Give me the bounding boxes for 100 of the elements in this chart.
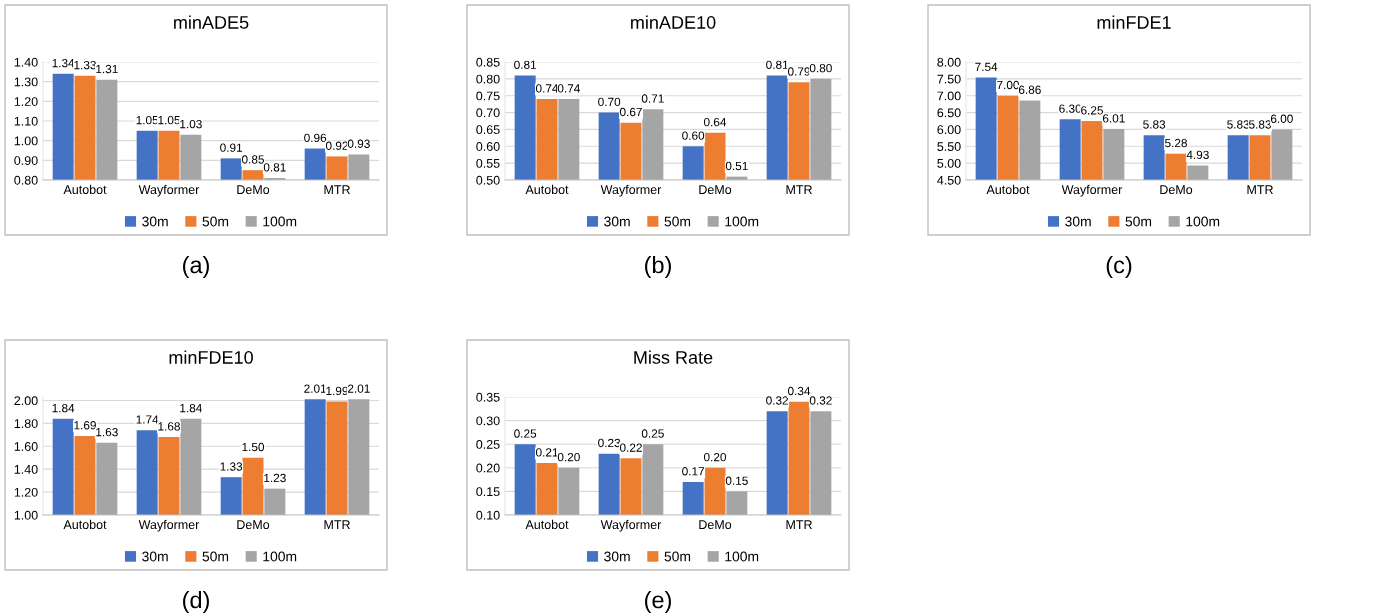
y-tick-label: 0.30 (476, 416, 500, 426)
data-label: 0.34 (787, 386, 811, 396)
x-tick-label: Wayformer (1061, 184, 1123, 197)
text: (a) (183, 256, 209, 278)
legend-label: 30m (604, 551, 630, 562)
y-tick-label: 7.00 (937, 91, 961, 101)
data-label: 0.81 (263, 163, 286, 172)
y-tick-label: 0.60 (476, 142, 500, 151)
data-label: 1.63 (96, 427, 118, 437)
legend-label: 30m (1065, 216, 1091, 227)
data-label: 0.17 (682, 467, 705, 476)
x-tick-label: Wayformer (600, 519, 662, 532)
x-tick-label: DeMo (699, 520, 732, 530)
y-tick-label: 0.65 (476, 125, 500, 135)
y-tick-label: 2.00 (14, 396, 38, 406)
x-tick-label: Autobot (525, 519, 569, 530)
chart-title: minFDE1 (1097, 15, 1171, 29)
data-label: 5.83 (1143, 120, 1166, 129)
x-tick-label: MTR (1247, 185, 1273, 194)
legend-label: 50m (664, 216, 691, 227)
x-tick-label: MTR (786, 520, 812, 529)
data-label: 1.03 (180, 119, 202, 129)
y-tick-label: 1.00 (14, 136, 38, 146)
y-tick-label: 1.10 (14, 116, 38, 126)
data-label: 1.84 (52, 403, 75, 413)
data-label: 0.96 (304, 133, 327, 143)
x-tick-label: MTR (324, 185, 350, 194)
data-label: 6.30 (1059, 104, 1082, 113)
data-label: 0.67 (619, 107, 642, 117)
y-tick-label: 0.55 (476, 158, 500, 168)
data-label: 1.33 (74, 60, 96, 70)
data-label: 0.20 (557, 452, 580, 462)
y-tick-label: 8.00 (937, 57, 961, 67)
y-tick-label: 1.60 (14, 442, 38, 451)
data-label: 0.70 (598, 97, 621, 107)
data-label: 1.74 (136, 415, 159, 424)
data-label: 0.32 (809, 396, 832, 405)
legend-label: 100m (1186, 216, 1220, 227)
text: (c) (1106, 256, 1132, 278)
x-tick-label: Autobot (525, 184, 569, 195)
y-tick-label: 4.50 (937, 175, 961, 185)
data-label: 1.84 (180, 403, 202, 413)
x-tick-label: Autobot (63, 519, 107, 530)
legend-label: 100m (263, 551, 297, 562)
x-tick-label: Wayformer (138, 519, 200, 532)
data-label: 2.01 (347, 384, 370, 393)
legend-label: 50m (1125, 216, 1152, 227)
data-label: 2.01 (304, 384, 327, 393)
chart-title: minADE10 (631, 15, 716, 29)
y-tick-label: 0.85 (476, 57, 500, 67)
legend-label: 50m (202, 551, 229, 562)
legend-label: 100m (725, 551, 759, 562)
x-tick-label: Wayformer (600, 184, 662, 197)
data-label: 0.91 (220, 143, 243, 152)
data-label: 7.54 (975, 62, 998, 72)
y-tick-label: 0.80 (476, 74, 500, 84)
data-label: 5.83 (1248, 120, 1271, 129)
data-label: 0.32 (766, 396, 789, 405)
data-label: 0.25 (641, 429, 664, 438)
data-label: 1.23 (264, 473, 286, 483)
data-label: 5.83 (1227, 120, 1250, 129)
data-label: 6.25 (1081, 106, 1103, 115)
data-label: 6.01 (1102, 114, 1125, 123)
data-label: 5.28 (1164, 138, 1187, 148)
data-label: 1.50 (242, 442, 265, 452)
chart-title: Miss Rate (634, 350, 713, 364)
data-label: 6.00 (1270, 114, 1293, 123)
y-tick-label: 0.15 (476, 487, 500, 497)
legend-label: 30m (142, 551, 168, 562)
data-label: 0.15 (725, 476, 748, 485)
data-label: 0.80 (809, 64, 832, 73)
y-tick-label: 1.20 (14, 97, 38, 106)
data-label: 1.33 (220, 462, 243, 471)
data-label: 1.34 (52, 58, 75, 68)
y-tick-label: 0.20 (476, 463, 500, 473)
data-label: 0.93 (347, 139, 370, 148)
x-tick-label: DeMo (237, 520, 270, 530)
y-tick-label: 0.70 (476, 108, 500, 118)
x-tick-label: Wayformer (138, 184, 200, 197)
data-label: 1.31 (96, 64, 118, 74)
y-tick-label: 1.40 (14, 57, 38, 67)
legend-label: 100m (263, 216, 297, 227)
y-tick-label: 1.30 (14, 77, 38, 87)
data-label: 0.60 (682, 131, 705, 140)
legend-label: 50m (202, 216, 229, 227)
y-tick-label: 0.35 (476, 392, 500, 402)
x-tick-label: MTR (786, 185, 812, 194)
data-label: 0.21 (535, 448, 558, 457)
data-label: 1.05 (136, 115, 159, 125)
data-label: 1.69 (74, 421, 96, 430)
data-label: 0.20 (703, 452, 727, 462)
y-tick-label: 1.40 (14, 464, 38, 474)
y-tick-label: 5.50 (937, 142, 961, 151)
y-tick-label: 6.00 (937, 125, 961, 135)
y-tick-label: 7.50 (937, 74, 961, 84)
x-tick-label: DeMo (237, 185, 270, 195)
data-label: 0.71 (641, 94, 664, 103)
y-tick-label: 5.00 (937, 158, 961, 168)
y-tick-label: 0.80 (14, 175, 38, 185)
chart-title: minFDE10 (169, 350, 253, 364)
